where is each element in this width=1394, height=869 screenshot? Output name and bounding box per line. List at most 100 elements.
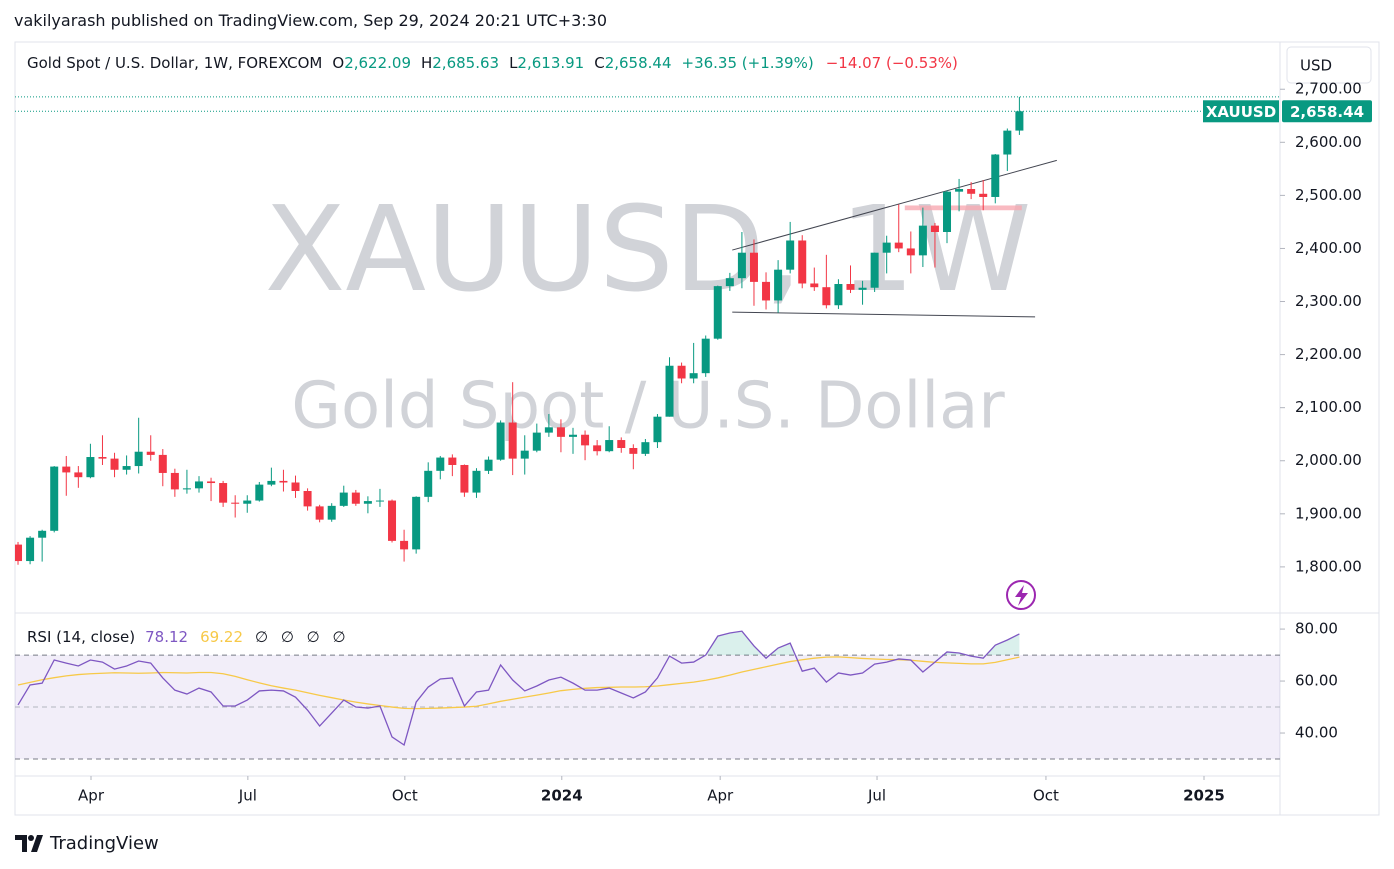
candle-body: [943, 191, 952, 232]
brand-name: TradingView: [49, 833, 159, 854]
y-tick-label: 2,100.00: [1295, 398, 1362, 416]
y-tick-label: 2,200.00: [1295, 345, 1362, 363]
candle-body: [689, 373, 698, 379]
candle-body: [279, 480, 288, 483]
candle-body: [581, 434, 590, 446]
watermark-symbol: XAUUSD, 1W: [265, 180, 1032, 318]
candle-body: [98, 457, 107, 459]
candle-body: [508, 422, 517, 459]
candle-body: [858, 287, 867, 290]
ohlc-value: 2,658.44: [604, 54, 672, 72]
candle-body: [182, 488, 191, 490]
x-tick-label: Oct: [1033, 787, 1059, 805]
candle-body: [255, 484, 264, 501]
candle-body: [822, 287, 831, 306]
candle-body: [544, 427, 553, 433]
candle-body: [653, 416, 662, 443]
candle-body: [207, 481, 216, 484]
candle-body: [15, 544, 23, 562]
ohlc-value: 2,613.91: [517, 54, 585, 72]
candle-body: [870, 252, 879, 288]
candle-body: [26, 537, 35, 562]
candle-body: [339, 492, 348, 506]
y-tick-label: 2,300.00: [1295, 292, 1362, 310]
candle-body: [641, 442, 650, 454]
candle-body: [194, 481, 203, 489]
candle-body: [955, 189, 964, 192]
ohlc-value: 2,685.63: [432, 54, 500, 72]
candle-body: [412, 496, 421, 550]
lightning-bolt[interactable]: [1015, 585, 1028, 606]
candle-body: [327, 505, 336, 520]
y-tick-label: 2,700.00: [1295, 80, 1362, 98]
candle-body: [846, 284, 855, 290]
symbol-title: Gold Spot / U.S. Dollar, 1W, FOREXCOM: [27, 54, 323, 72]
brand-logo: TradingView: [15, 833, 159, 854]
candle-body: [629, 448, 638, 454]
price-pane: XAUUSD, 1W Gold Spot / U.S. Dollar: [15, 96, 1280, 565]
candle-body: [363, 501, 372, 504]
candle-body: [593, 445, 602, 452]
change: +36.35 (+1.39%): [681, 54, 814, 72]
y-tick-label: 1,800.00: [1295, 557, 1362, 575]
candle-body: [219, 483, 228, 503]
candle-body: [894, 242, 903, 249]
candle-body: [158, 454, 167, 473]
price-badge: [1282, 100, 1372, 123]
candle-body: [267, 480, 276, 485]
ohlc-key: H: [420, 54, 433, 72]
lightning-icon[interactable]: [1006, 580, 1036, 610]
candle-body: [520, 450, 529, 459]
y-tick-label: 60.00: [1295, 672, 1338, 690]
y-tick-label: 2,000.00: [1295, 451, 1362, 469]
rsi-line: [17, 630, 1020, 747]
candle-body: [568, 434, 577, 437]
candle-body: [315, 506, 324, 520]
candle-body: [798, 240, 807, 284]
candle-body: [967, 189, 976, 194]
candle-body: [303, 490, 312, 507]
candle-body: [532, 432, 541, 451]
candle-body: [424, 470, 433, 497]
candle-body: [725, 278, 734, 287]
candle-body: [749, 252, 758, 282]
candle-body: [170, 472, 179, 490]
candle-body: [834, 284, 843, 306]
candle-body: [448, 457, 457, 465]
candle-body: [774, 269, 783, 301]
symbol-badge: [1203, 100, 1279, 123]
candle-body: [810, 283, 819, 288]
usd-button-box[interactable]: [1286, 46, 1372, 84]
x-tick-label: Jul: [238, 787, 257, 805]
symbol-badge-label: XAUUSD: [1206, 103, 1276, 121]
candle-body: [400, 540, 409, 550]
candle-body: [62, 466, 71, 473]
trendline: [732, 159, 1057, 251]
overbought-fill: [705, 631, 1020, 656]
candle-body: [375, 500, 384, 502]
trendline: [732, 311, 1036, 318]
candle-body: [496, 422, 505, 460]
usd-button-label[interactable]: USD: [1300, 57, 1332, 75]
x-tick-label: Apr: [707, 787, 734, 805]
x-tick-label: 2025: [1183, 787, 1225, 805]
published-line: vakilyarash published on TradingView.com…: [14, 11, 611, 30]
candle-body: [786, 240, 795, 270]
usd-button[interactable]: USD: [1286, 46, 1372, 84]
candle-body: [484, 459, 493, 471]
candle-body: [110, 458, 119, 470]
candle-body: [617, 440, 626, 449]
rsi-legend: RSI (14, close) 78.12 69.22 ∅ ∅ ∅ ∅: [27, 628, 354, 646]
candle-body: [979, 193, 988, 197]
candle-body: [762, 281, 771, 301]
candle-body: [737, 252, 746, 279]
price-badge-label: 2,658.44: [1290, 103, 1364, 121]
y-tick-label: 2,500.00: [1295, 186, 1362, 204]
candle-body: [918, 225, 927, 256]
ohlc-key: O: [332, 54, 345, 72]
candle-body: [677, 365, 686, 379]
y-tick-label: 1,900.00: [1295, 504, 1362, 522]
candle-body: [665, 365, 674, 417]
